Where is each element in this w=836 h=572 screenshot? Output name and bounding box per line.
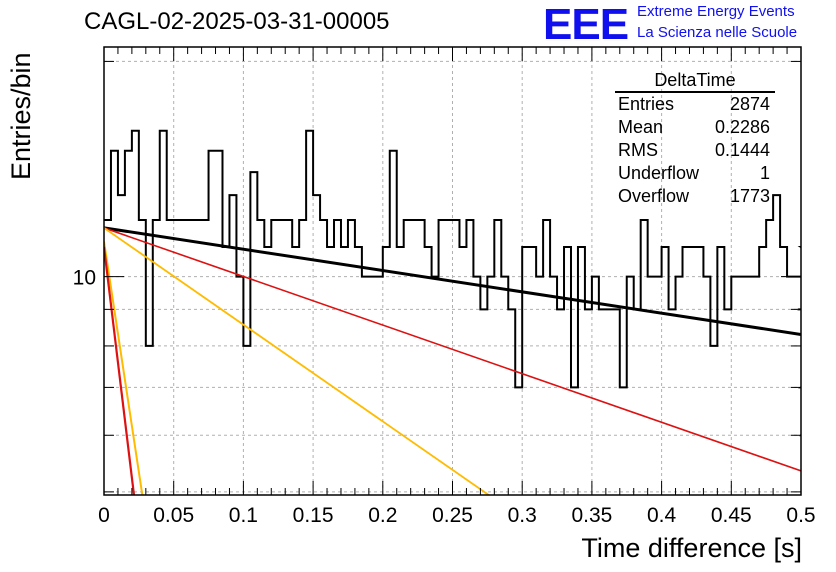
x-axis-label: Time difference [s] bbox=[581, 533, 802, 563]
logo-line-1: Extreme Energy Events bbox=[637, 3, 795, 20]
fit-line bbox=[104, 241, 144, 495]
stats-value: 1 bbox=[759, 163, 770, 183]
eee-logo: EEE bbox=[543, 0, 629, 49]
x-tick-label: 0.15 bbox=[293, 504, 334, 527]
x-tick-label: 0.3 bbox=[508, 504, 537, 527]
x-tick-label: 0.4 bbox=[647, 504, 677, 527]
stats-box: DeltaTime Entries 2874 Mean 0.2286 RMS 0… bbox=[610, 70, 780, 208]
stats-row: Underflow 1 bbox=[610, 162, 780, 185]
chart-title: CAGL-02-2025-03-31-00005 bbox=[84, 8, 390, 35]
stats-value: 0.1444 bbox=[714, 140, 770, 160]
stats-label: Entries bbox=[618, 94, 675, 114]
x-tick-label: 0.25 bbox=[432, 504, 473, 527]
stats-row: Overflow 1773 bbox=[610, 185, 780, 208]
logo-line-2: La Scienza nelle Scuole bbox=[637, 24, 798, 41]
stats-label: Overflow bbox=[618, 186, 690, 206]
fit-line bbox=[104, 226, 801, 336]
x-tick-label: 0.35 bbox=[571, 504, 612, 527]
fit-line bbox=[104, 227, 490, 495]
fit-line bbox=[104, 227, 801, 472]
y-axis-label: Entries/bin bbox=[6, 52, 36, 180]
x-tick-label: 0.5 bbox=[786, 504, 815, 527]
stats-value: 0.2286 bbox=[714, 117, 770, 137]
histogram-series bbox=[104, 129, 801, 437]
y-tick-label: 10 bbox=[73, 267, 96, 290]
stats-value: 2874 bbox=[729, 94, 770, 114]
x-tick-label: 0.45 bbox=[711, 504, 752, 527]
stats-label: Underflow bbox=[618, 163, 700, 183]
stats-value: 1773 bbox=[729, 186, 770, 206]
stats-row: Entries 2874 bbox=[610, 93, 780, 116]
x-tick-label: 0.2 bbox=[368, 504, 397, 527]
stats-label: Mean bbox=[618, 117, 664, 137]
stats-row: Mean 0.2286 bbox=[610, 116, 780, 139]
stats-title: DeltaTime bbox=[615, 70, 775, 93]
x-tick-label: 0.05 bbox=[153, 504, 194, 527]
fit-line bbox=[104, 246, 136, 495]
x-tick-label: 0 bbox=[98, 504, 110, 527]
stats-label: RMS bbox=[618, 140, 658, 160]
stats-row: RMS 0.1444 bbox=[610, 139, 780, 162]
x-tick-label: 0.1 bbox=[229, 504, 258, 527]
